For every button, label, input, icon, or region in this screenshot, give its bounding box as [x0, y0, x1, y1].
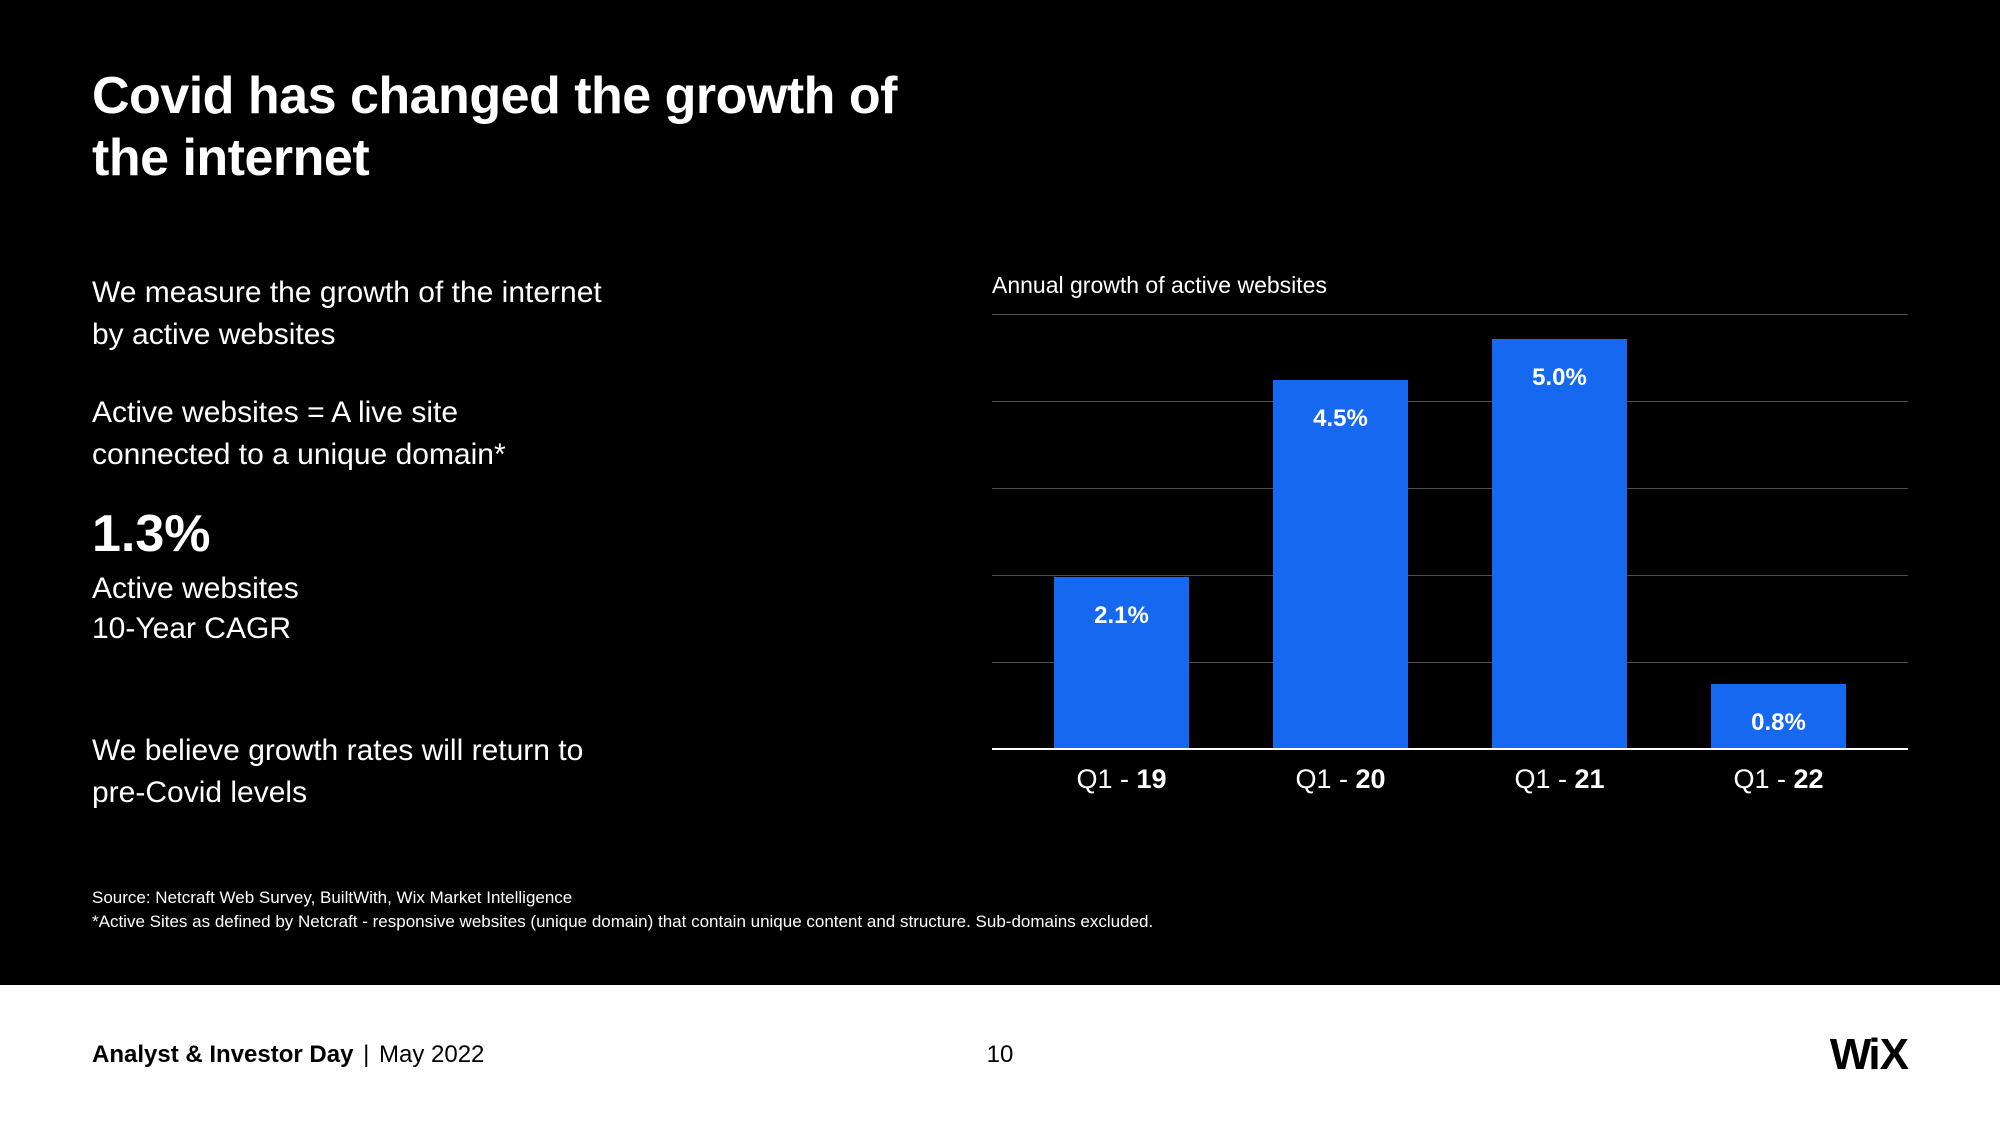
chart-bar: 4.5%: [1273, 380, 1408, 749]
footnotes: Source: Netcraft Web Survey, BuiltWith, …: [92, 886, 1153, 935]
footer-date: May 2022: [379, 1041, 484, 1068]
definition-line-2: connected to a unique domain*: [92, 438, 506, 471]
measure-line-1: We measure the growth of the internet: [92, 276, 602, 309]
stat-sub-line-2: 10-Year CAGR: [92, 612, 291, 645]
x-label-prefix: Q1 -: [1076, 764, 1136, 794]
footer-logo-wrap: WiX: [1830, 1030, 1908, 1080]
wix-logo-i: i: [1868, 1030, 1879, 1080]
x-label-year: 20: [1355, 764, 1385, 794]
bar-slot: 2.1%: [1012, 315, 1231, 750]
bar-slot: 5.0%: [1450, 315, 1669, 750]
x-axis-label: Q1 - 20: [1231, 764, 1450, 795]
footer-page-number: 10: [987, 1041, 1014, 1069]
x-label-year: 19: [1136, 764, 1166, 794]
bar-value-label: 5.0%: [1492, 364, 1627, 392]
x-axis-label: Q1 - 21: [1450, 764, 1669, 795]
bar-value-label: 4.5%: [1273, 405, 1408, 433]
footer-event: Analyst & Investor Day: [92, 1041, 353, 1068]
bar-slot: 0.8%: [1669, 315, 1888, 750]
bar-value-label: 0.8%: [1711, 709, 1846, 737]
footnote-line-2: *Active Sites as defined by Netcraft - r…: [92, 910, 1153, 935]
x-label-prefix: Q1 -: [1733, 764, 1793, 794]
chart-column: Annual growth of active websites 2.1% 4.5…: [972, 272, 1908, 814]
definition-text: Active websites = A live site connected …: [92, 392, 932, 476]
definition-line-1: Active websites = A live site: [92, 396, 458, 429]
slide-title: Covid has changed the growth of the inte…: [92, 65, 992, 190]
stat-sub-line-1: Active websites: [92, 572, 299, 605]
footer-bar: Analyst & Investor Day | May 2022 10 WiX: [0, 985, 2000, 1125]
title-line-1: Covid has changed the growth of: [92, 67, 897, 125]
footer-left: Analyst & Investor Day | May 2022: [92, 1041, 484, 1069]
belief-text: We believe growth rates will return to p…: [92, 730, 932, 814]
x-label-year: 22: [1793, 764, 1823, 794]
x-label-prefix: Q1 -: [1514, 764, 1574, 794]
x-label-prefix: Q1 -: [1295, 764, 1355, 794]
bar-value-label: 2.1%: [1054, 602, 1189, 630]
bars-container: 2.1% 4.5% 5.0% 0.8%: [992, 315, 1908, 750]
chart-x-axis: Q1 - 19Q1 - 20Q1 - 21Q1 - 22: [992, 750, 1908, 795]
stat-subtitle: Active websites 10-Year CAGR: [92, 569, 932, 650]
measure-line-2: by active websites: [92, 318, 335, 351]
chart-bar: 0.8%: [1711, 684, 1846, 750]
chart-title: Annual growth of active websites: [992, 272, 1908, 299]
chart-bar: 2.1%: [1054, 577, 1189, 749]
chart-area: 2.1% 4.5% 5.0% 0.8%: [992, 315, 1908, 750]
left-column: We measure the growth of the internet by…: [92, 272, 972, 814]
bar-slot: 4.5%: [1231, 315, 1450, 750]
chart-baseline: [992, 748, 1908, 750]
x-label-year: 21: [1574, 764, 1604, 794]
belief-line-2: pre-Covid levels: [92, 776, 307, 809]
wix-logo-w: W: [1830, 1030, 1869, 1080]
footnote-line-1: Source: Netcraft Web Survey, BuiltWith, …: [92, 886, 1153, 911]
wix-logo-x: X: [1880, 1030, 1908, 1080]
belief-line-1: We believe growth rates will return to: [92, 734, 583, 767]
stat-block: 1.3% Active websites 10-Year CAGR: [92, 506, 932, 650]
content-row: We measure the growth of the internet by…: [92, 272, 1908, 814]
title-line-2: the internet: [92, 129, 369, 187]
slide-body: Covid has changed the growth of the inte…: [0, 0, 2000, 985]
big-stat-value: 1.3%: [92, 506, 932, 563]
wix-logo: WiX: [1830, 1030, 1908, 1080]
chart-bar: 5.0%: [1492, 339, 1627, 749]
x-axis-label: Q1 - 19: [1012, 764, 1231, 795]
x-axis-label: Q1 - 22: [1669, 764, 1888, 795]
footer-separator: |: [363, 1041, 369, 1068]
measure-text: We measure the growth of the internet by…: [92, 272, 932, 356]
